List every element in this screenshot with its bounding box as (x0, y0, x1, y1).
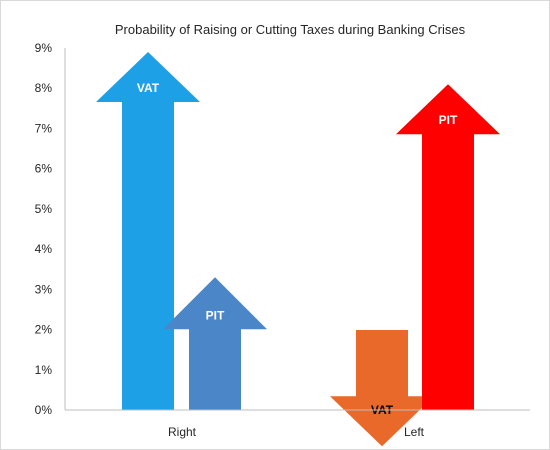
chart-title: Probability of Raising or Cutting Taxes … (115, 22, 466, 37)
y-axis: 0% 1% 2% 3% 4% 5% 6% 7% 8% 9% (35, 41, 66, 417)
arrow-label-pit: PIT (439, 113, 458, 127)
y-tick-label: 5% (35, 202, 53, 216)
y-tick-label: 6% (35, 162, 53, 176)
x-category-label: Left (404, 425, 425, 439)
y-tick-label: 7% (35, 121, 53, 135)
x-category-label: Right (168, 425, 197, 439)
y-tick-label: 9% (35, 41, 53, 55)
arrow-right-vat (96, 52, 200, 411)
y-tick-label: 3% (35, 282, 53, 296)
y-tick-label: 2% (35, 323, 53, 337)
x-axis: Right Left (65, 409, 530, 439)
arrow-label-vat: VAT (137, 81, 160, 95)
y-tick-label: 4% (35, 242, 53, 256)
arrow-right-pit (163, 277, 267, 410)
y-tick-label: 0% (35, 403, 53, 417)
arrow-label-pit: PIT (206, 308, 225, 322)
y-tick-label: 1% (35, 363, 53, 377)
arrow-left-vat (330, 330, 434, 447)
y-tick-label: 8% (35, 81, 53, 95)
arrow-left-pit (396, 84, 500, 410)
